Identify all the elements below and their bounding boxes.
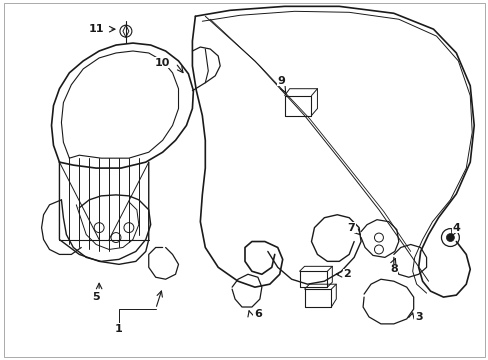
Text: 1: 1 — [115, 324, 122, 334]
Text: 11: 11 — [88, 24, 103, 34]
Text: 7: 7 — [346, 222, 354, 233]
Text: 3: 3 — [414, 312, 422, 322]
Text: 10: 10 — [155, 58, 170, 68]
Text: 2: 2 — [343, 269, 350, 279]
Circle shape — [446, 234, 453, 242]
Text: 5: 5 — [92, 292, 100, 302]
Text: 4: 4 — [451, 222, 459, 233]
Text: 8: 8 — [389, 264, 397, 274]
Text: 6: 6 — [253, 309, 261, 319]
Text: 9: 9 — [277, 76, 285, 86]
